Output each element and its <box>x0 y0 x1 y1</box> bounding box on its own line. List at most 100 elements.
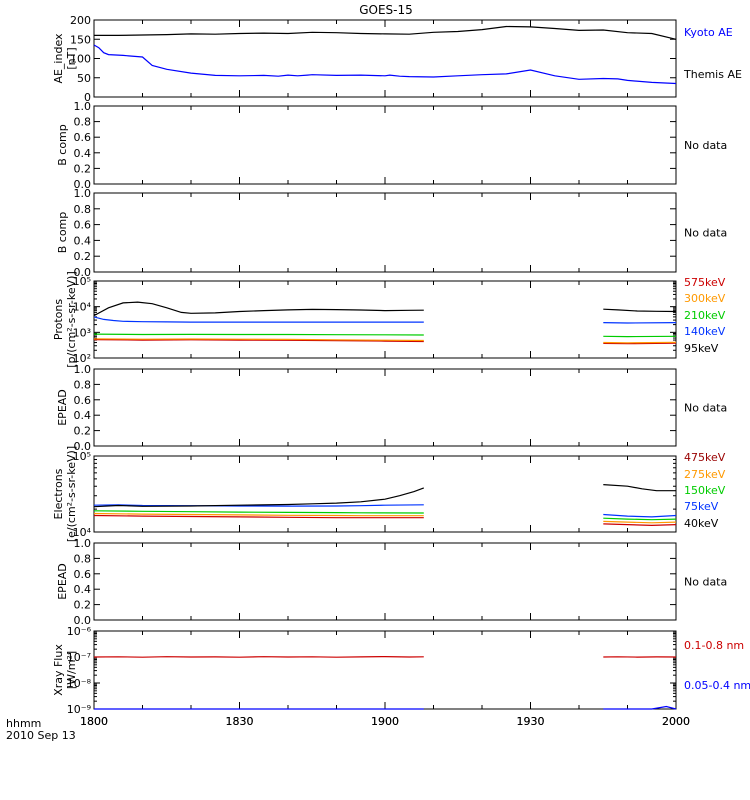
series-line-95kev <box>603 308 677 313</box>
y-axis-label: [e/(cm²-s-sr-keV)] <box>65 446 78 542</box>
series-line-140kev <box>93 316 424 323</box>
legend-label: 210keV <box>684 309 726 322</box>
y-tick-label: 10⁵ <box>73 450 91 463</box>
legend-label: 275keV <box>684 468 726 481</box>
no-data-label: No data <box>684 576 727 589</box>
no-data-label: No data <box>684 139 727 152</box>
series-line-575kev <box>93 339 424 343</box>
panel-epead1: 0.0 0.2 0.4 0.6 0.8 1.0 EPEAD No data <box>56 363 727 453</box>
y-tick-label: 10² <box>73 352 91 365</box>
x-tick-label: 1930 <box>517 715 545 728</box>
y-axis-label: Electrons <box>52 468 65 519</box>
y-tick-label: 200 <box>70 14 91 27</box>
y-tick-label: 0.0 <box>74 440 92 453</box>
y-tick-label: 0.8 <box>74 378 92 391</box>
series-line-275kev <box>603 520 677 524</box>
y-tick-label: 0.8 <box>74 116 92 129</box>
series-line-95kev <box>93 301 424 317</box>
y-tick-label: 1.0 <box>74 100 92 113</box>
y-tick-label: 10⁻⁶ <box>67 625 92 638</box>
y-axis-label: [nT] <box>65 47 78 69</box>
x-tick-label: 1800 <box>80 715 108 728</box>
x-tick-label: 2000 <box>662 715 690 728</box>
legend-label: 150keV <box>684 484 726 497</box>
series-line-kyoto-ae <box>93 44 677 85</box>
y-axis-label: AE_index <box>52 33 65 84</box>
panel-epead2: 0.0 0.2 0.4 0.6 0.8 1.0 EPEAD No data <box>56 537 727 627</box>
series-line-150kev <box>93 510 424 514</box>
legend-label: Kyoto AE <box>684 26 733 39</box>
y-tick-label: 0.6 <box>74 131 92 144</box>
panel-bcomp2: 0.0 0.2 0.4 0.6 0.8 1.0 B comp No data <box>56 187 727 279</box>
legend-label: 575keV <box>684 276 726 289</box>
y-tick-label: 0.6 <box>74 219 92 232</box>
x-tick-label: 2000 <box>662 715 690 728</box>
series-line-40kev <box>603 484 676 492</box>
y-tick-label: 0.4 <box>74 147 92 160</box>
y-tick-label: 0.4 <box>74 583 92 596</box>
y-tick-label: 10⁻⁸ <box>67 677 92 690</box>
y-tick-label: 1.0 <box>74 187 92 200</box>
legend-label: 475keV <box>684 451 726 464</box>
series-line-0-1-0-8-nm <box>93 655 424 658</box>
y-tick-label: 0.2 <box>74 425 92 438</box>
y-tick-label: 1.0 <box>74 363 92 376</box>
series-line-75kev <box>93 504 424 507</box>
series-line-575kev <box>603 342 677 345</box>
series-line-300kev <box>603 341 677 344</box>
legend-label: 75keV <box>684 500 719 513</box>
y-tick-label: 0.8 <box>74 203 92 216</box>
y-tick-label: 0.2 <box>74 599 92 612</box>
series-line-275kev <box>93 512 424 517</box>
panel-electrons: 10⁴ 10⁵ Electrons [e/(cm²-s-sr-keV)] 475keV 2… <box>52 446 726 542</box>
y-tick-label: 10⁵ <box>73 275 91 288</box>
series-line-300kev <box>93 338 424 342</box>
panel-stack: 0 50 100 150 200 AE_index [nT] Kyoto AE Themis A… <box>52 14 750 728</box>
figure-title: GOES-15 <box>359 3 413 17</box>
x-tick-label: 1930 <box>517 715 545 728</box>
y-tick-label: 0.8 <box>74 552 92 565</box>
y-tick-label: 100 <box>70 53 91 66</box>
y-axis-label: B comp <box>56 212 69 254</box>
y-tick-label: 150 <box>70 33 91 46</box>
y-tick-label: 10⁴ <box>73 301 92 314</box>
y-tick-label: 10⁻⁹ <box>67 703 91 716</box>
y-axis-label: [p/(cm²-s-sr-keV)] <box>65 271 78 368</box>
series-line-themis-ae <box>94 25 677 40</box>
y-axis-label: Xray Flux <box>52 644 65 696</box>
y-tick-label: 1.0 <box>74 537 92 550</box>
y-tick-label: 10⁴ <box>73 526 92 539</box>
x-tick-label: 1900 <box>371 715 399 728</box>
series-line-475kev <box>93 514 424 519</box>
legend-label: 140keV <box>684 325 726 338</box>
x-tick-label: 1830 <box>226 715 254 728</box>
series-line-40kev <box>93 487 425 508</box>
y-axis-label: EPEAD <box>56 389 69 426</box>
series-line-475kev <box>603 523 677 527</box>
series-line-150kev <box>603 517 677 521</box>
x-tick-label: 1900 <box>371 715 399 728</box>
panel-bcomp1: 0.0 0.2 0.4 0.6 0.8 1.0 B comp No data <box>56 100 727 191</box>
series-line-0-05-0-4-nm <box>603 705 677 710</box>
y-tick-label: 50 <box>77 72 91 85</box>
y-tick-label: 0 <box>84 91 91 104</box>
legend-label: Themis AE <box>683 68 742 81</box>
no-data-label: No data <box>684 402 727 415</box>
y-axis-label: Protons <box>52 299 65 340</box>
panel-ae: 0 50 100 150 200 AE_index [nT] Kyoto AE Themis A… <box>52 14 742 104</box>
y-tick-label: 0.2 <box>74 250 92 263</box>
y-axis-label: EPEAD <box>56 563 69 600</box>
y-tick-label: 0.6 <box>74 394 92 407</box>
time-label: hhmm <box>6 717 41 730</box>
y-tick-label: 10³ <box>73 326 91 339</box>
x-tick-label: 1830 <box>226 715 254 728</box>
y-tick-label: 10⁻⁷ <box>67 651 91 664</box>
no-data-label: No data <box>684 227 727 240</box>
y-tick-label: 0.2 <box>74 162 92 175</box>
y-axis-label: [W/m²] <box>65 651 78 689</box>
y-tick-label: 0.6 <box>74 568 92 581</box>
legend-label: 40keV <box>684 517 719 530</box>
y-tick-label: 0.4 <box>74 234 92 247</box>
